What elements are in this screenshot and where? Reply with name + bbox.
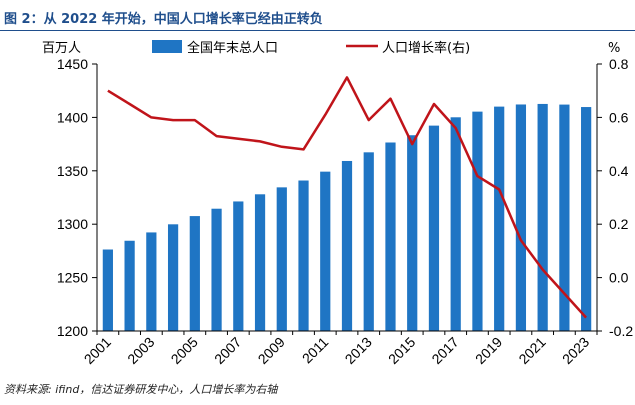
right-axis-tick-label: 0.6 (609, 109, 629, 125)
x-axis-tick-label: 2009 (255, 334, 288, 367)
population-bar (407, 135, 418, 331)
x-axis-tick-label: 2021 (515, 334, 548, 367)
left-axis-tick-label: 1400 (57, 109, 88, 125)
population-bar (254, 194, 266, 331)
x-axis-tick-label: 2019 (472, 334, 505, 367)
population-bar (341, 160, 353, 331)
left-axis-tick-label: 1450 (57, 56, 88, 72)
source-note: 资料来源: ifind，信达证券研发中心，人口增长率为右轴 (4, 383, 278, 396)
population-bar (211, 208, 222, 331)
left-axis-tick-labels: 1200 1250 1300 1350 1400 1450 (57, 56, 88, 339)
population-bar (102, 249, 113, 331)
population-bar (428, 125, 440, 331)
population-bar (167, 224, 179, 331)
population-bar (494, 106, 505, 332)
axes (92, 63, 602, 335)
x-axis-tick-label: 2011 (299, 334, 332, 367)
population-bar (537, 103, 548, 331)
legend-swatch-bar (152, 40, 182, 53)
population-bar (276, 187, 287, 331)
population-bar (385, 142, 396, 331)
x-axis-tick-label: 2007 (211, 334, 244, 367)
population-bars (102, 103, 592, 332)
x-axis-tick-label: 2015 (385, 334, 418, 367)
right-axis-tick-label: 0.0 (609, 270, 629, 286)
left-axis-tick-label: 1200 (57, 323, 88, 339)
figure-title: 图 2：从 2022 年开始，中国人口增长率已经由正转负 (4, 12, 323, 27)
right-axis-tick-label: 0.4 (609, 163, 629, 179)
x-axis-tick-label: 2017 (428, 334, 461, 367)
population-bar (515, 104, 527, 331)
legend-label-growth-rate: 人口增长率(右) (382, 40, 470, 56)
population-bar (320, 171, 331, 331)
left-axis-tick-label: 1350 (57, 163, 88, 179)
population-bar (233, 201, 244, 331)
x-axis-tick-label: 2013 (342, 334, 375, 367)
legend-label-population: 全国年末总人口 (187, 40, 278, 56)
population-bar (450, 117, 461, 331)
x-axis-tick-label: 2005 (168, 334, 201, 367)
population-bar (298, 180, 309, 331)
right-axis-tick-label: 0.2 (609, 216, 629, 232)
population-bar (189, 216, 200, 331)
left-axis-tick-label: 1250 (57, 270, 88, 286)
x-axis-tick-label: 2003 (124, 334, 157, 367)
population-bar (363, 152, 374, 331)
right-axis-unit: % (608, 41, 620, 56)
right-axis-tick-labels: -0.2 0.0 0.2 0.4 0.6 0.8 (609, 56, 633, 339)
left-axis-unit: 百万人 (42, 41, 81, 56)
right-axis-tick-label: 0.8 (609, 56, 629, 72)
growth-rate-line (107, 76, 588, 319)
population-bar (146, 232, 157, 331)
population-bar (472, 111, 483, 331)
population-bar (559, 104, 570, 331)
right-axis-tick-label: -0.2 (609, 323, 633, 339)
population-bar (124, 240, 135, 331)
population-chart: 1200 1250 1300 1350 1400 1450 -0.2 0.0 0.2 0.4 0.… (42, 40, 633, 367)
x-axis-tick-labels: 2001 2003 2005 2007 2009 2011 2013 2015 2017 2019… (81, 334, 593, 367)
legend: 全国年末总人口 人口增长率(右) (152, 40, 470, 56)
x-axis-tick-label: 2023 (559, 334, 592, 367)
title-divider (0, 30, 635, 31)
growth-rate-line-layer (107, 76, 588, 319)
left-axis-tick-label: 1300 (57, 216, 88, 232)
population-bar (581, 107, 592, 331)
